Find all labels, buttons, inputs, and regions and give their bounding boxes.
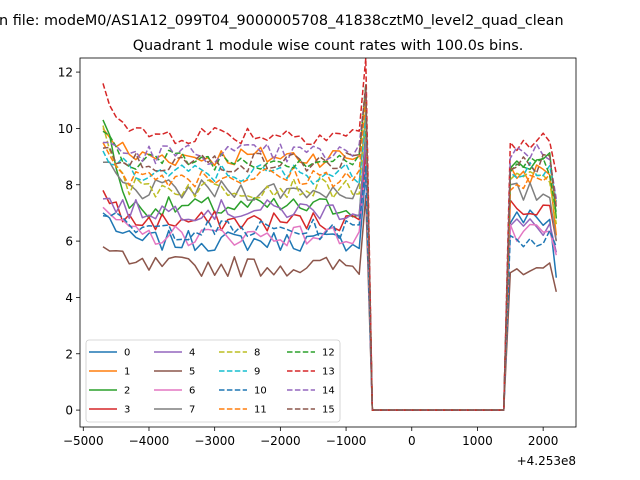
legend-label-0: 0 (124, 348, 130, 359)
x-offset-label: +4.253e8 (517, 454, 576, 468)
chart-title: Quadrant 1 module wise count rates with … (133, 38, 524, 54)
y-tick-label: 8 (65, 178, 73, 192)
x-axis: −5000 −4000 −3000 −2000 −1000 0 1000 2000 (63, 427, 558, 448)
legend-label-1: 1 (124, 367, 130, 378)
legend-label-10: 10 (254, 386, 267, 397)
x-tick-label: −1000 (326, 434, 367, 448)
legend-label-9: 9 (254, 367, 260, 378)
y-tick-label: 10 (58, 122, 73, 136)
y-tick-label: 12 (58, 66, 73, 80)
legend-label-11: 11 (254, 405, 267, 416)
legend-label-12: 12 (322, 348, 335, 359)
series-line-8 (102, 108, 558, 411)
y-tick-label: 4 (65, 291, 73, 305)
series-line-12 (102, 83, 558, 411)
y-axis: 0 2 4 6 8 10 12 (58, 66, 80, 418)
x-tick-label: 2000 (528, 434, 559, 448)
legend-label-8: 8 (254, 348, 260, 359)
legend-label-5: 5 (189, 367, 195, 378)
x-tick-label: −3000 (194, 434, 235, 448)
x-tick-label: −5000 (63, 434, 104, 448)
x-tick-label: −2000 (260, 434, 301, 448)
legend-label-15: 15 (322, 405, 335, 416)
y-tick-label: 0 (65, 404, 73, 418)
y-tick-label: 2 (65, 347, 73, 361)
x-tick-label: −4000 (129, 434, 170, 448)
figure-suptitle: n file: modeM0/AS1A12_099T04_9000005708_… (0, 13, 564, 29)
legend-label-3: 3 (124, 405, 130, 416)
legend-label-14: 14 (322, 386, 335, 397)
y-tick-label: 6 (65, 235, 73, 249)
legend-label-6: 6 (189, 386, 195, 397)
legend-label-7: 7 (189, 405, 195, 416)
legend-frame (85, 339, 341, 423)
legend-label-2: 2 (124, 386, 130, 397)
legend-label-4: 4 (189, 348, 195, 359)
series-line-15 (102, 84, 558, 411)
axes-frame (79, 57, 577, 428)
series-line-13 (102, 57, 558, 411)
series-layer (102, 57, 558, 411)
x-tick-label: 1000 (462, 434, 493, 448)
legend-label-13: 13 (322, 367, 335, 378)
x-tick-label: 0 (408, 434, 416, 448)
